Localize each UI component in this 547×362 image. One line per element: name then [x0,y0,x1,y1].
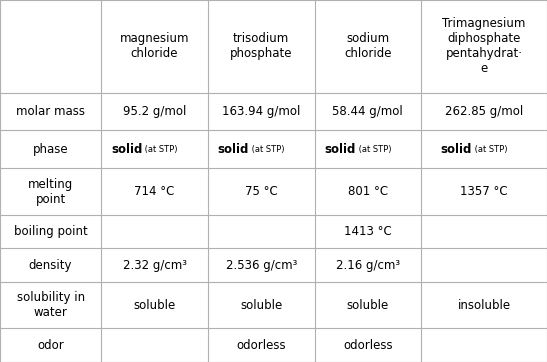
Text: insoluble: insoluble [457,299,511,312]
Text: trisodium
phosphate: trisodium phosphate [230,32,293,60]
Text: 75 °C: 75 °C [245,185,277,198]
Text: solid: solid [324,143,356,156]
Text: Trimagnesium
diphosphate
pentahydrat·
e: Trimagnesium diphosphate pentahydrat· e [443,17,526,75]
Text: solid: solid [218,143,249,156]
Text: 714 °C: 714 °C [135,185,174,198]
Text: 163.94 g/mol: 163.94 g/mol [222,105,300,118]
Text: sodium
chloride: sodium chloride [344,32,392,60]
Text: (at STP): (at STP) [356,145,391,154]
Text: density: density [29,259,72,272]
Text: magnesium
chloride: magnesium chloride [120,32,189,60]
Text: soluble: soluble [347,299,389,312]
Text: solid: solid [111,143,142,156]
Text: phase: phase [33,143,68,156]
Text: 2.536 g/cm³: 2.536 g/cm³ [225,259,297,272]
Text: boiling point: boiling point [14,225,88,238]
Text: solid: solid [441,143,472,156]
Text: (at STP): (at STP) [249,145,284,154]
Text: (at STP): (at STP) [472,145,508,154]
Text: 262.85 g/mol: 262.85 g/mol [445,105,523,118]
Text: (at STP): (at STP) [142,145,178,154]
Text: soluble: soluble [133,299,176,312]
Text: odorless: odorless [236,339,286,352]
Text: melting
point: melting point [28,177,73,206]
Text: odorless: odorless [343,339,393,352]
Text: 2.32 g/cm³: 2.32 g/cm³ [123,259,187,272]
Text: 95.2 g/mol: 95.2 g/mol [123,105,186,118]
Text: 1413 °C: 1413 °C [344,225,392,238]
Text: 1357 °C: 1357 °C [460,185,508,198]
Text: 58.44 g/mol: 58.44 g/mol [333,105,403,118]
Text: molar mass: molar mass [16,105,85,118]
Text: 801 °C: 801 °C [348,185,388,198]
Text: soluble: soluble [240,299,282,312]
Text: 2.16 g/cm³: 2.16 g/cm³ [336,259,400,272]
Text: odor: odor [37,339,64,352]
Text: solubility in
water: solubility in water [16,291,85,319]
